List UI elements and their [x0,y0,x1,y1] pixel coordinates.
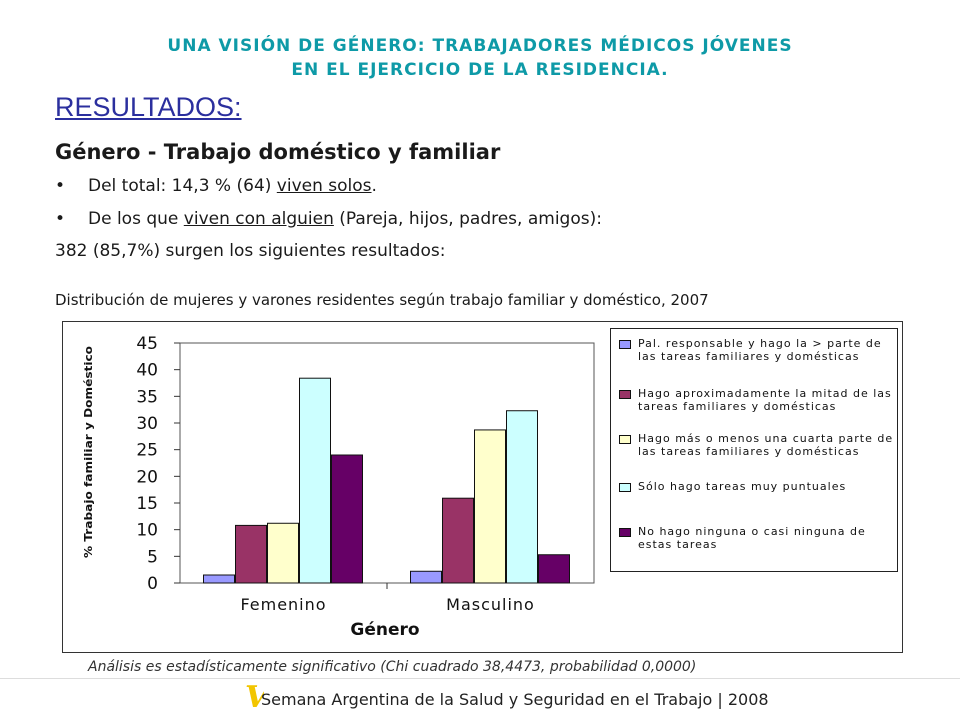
bullet-text-underlined: viven solos [276,176,372,196]
x-axis-label: Género [350,620,419,640]
y-tick-label: 5 [147,547,158,567]
y-tick-label: 20 [136,467,158,487]
bar [203,574,235,584]
bar [331,454,363,584]
header-title-line2: EN EL EJERCICIO DE LA RESIDENCIA. [291,60,669,80]
legend-swatch [619,340,631,349]
x-tick-label: Masculino [446,595,535,614]
footer-logo: V [245,680,264,715]
bar [235,524,267,584]
y-tick-label: 35 [136,387,158,407]
chart-caption: Distribución de mujeres y varones reside… [55,291,709,309]
bar [299,377,331,584]
bullet-item: • Del total: 14,3 % (64) viven solos. [55,176,377,196]
bullet-text-pre: Del total: 14,3 % (64) [88,176,277,196]
legend-swatch [619,435,631,444]
legend-swatch [619,483,631,492]
header-title-line1: UNA VISIÓN DE GÉNERO: TRABAJADORES MÉDIC… [167,36,793,56]
y-tick-label: 45 [136,334,158,354]
legend-label: Pal. responsable y hago la > parte de la… [638,337,882,363]
legend-swatch [619,390,631,399]
y-tick-label: 40 [136,361,158,381]
bullet-text-post: (Pareja, hijos, padres, amigos): [333,209,602,229]
y-axis-label: % Trabajo familiar y Doméstico [82,346,95,558]
bar [410,570,442,584]
legend-label: No hago ninguna o casi ninguna de estas … [638,525,866,551]
section-title: RESULTADOS: [55,92,242,122]
bullet-item: • De los que viven con alguien (Pareja, h… [55,209,602,229]
bar [267,522,299,584]
bullet-text-pre: De los que [88,209,184,229]
bar [538,554,570,584]
result-line: 382 (85,7%) surgen los siguientes result… [55,241,446,261]
bar [506,410,538,584]
legend-swatch [619,528,631,537]
legend-label: Hago aproximadamente la mitad de las tar… [638,387,892,413]
x-tick-label: Femenino [240,595,326,614]
y-tick-label: 0 [147,574,158,594]
bullet-icon: • [55,209,66,229]
y-tick-label: 30 [136,414,158,434]
bullet-text-post: . [371,176,377,196]
footer-text: Semana Argentina de la Salud y Seguridad… [261,690,769,709]
footer-logo-letter: V [245,680,264,715]
legend-label: Sólo hago tareas muy puntuales [638,480,847,493]
chart-legend: Pal. responsable y hago la > parte de la… [610,328,898,572]
legend-label: Hago más o menos una cuarta parte de las… [638,432,894,458]
bar [474,429,506,584]
statistical-note: Análisis es estadísticamente significati… [88,659,697,675]
y-tick-label: 15 [136,494,158,514]
bar [442,497,474,584]
y-tick-label: 25 [136,441,158,461]
bullet-text-underlined: viven con alguien [183,209,334,229]
bullet-icon: • [55,176,66,196]
subtitle: Género - Trabajo doméstico y familiar [55,140,501,164]
footer-divider [0,678,960,679]
y-tick-label: 10 [136,521,158,541]
